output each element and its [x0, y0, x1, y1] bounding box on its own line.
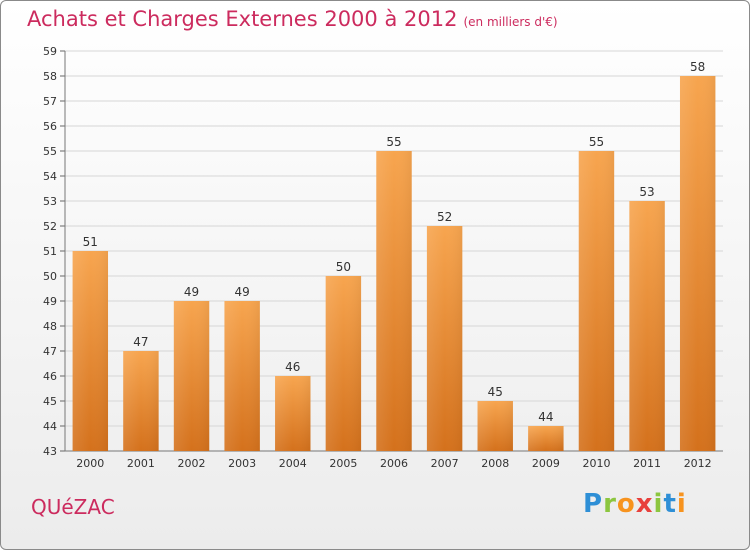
bar-shine — [477, 401, 513, 451]
x-tick-label: 2006 — [380, 457, 408, 470]
bar-value-label: 45 — [488, 385, 503, 399]
y-tick-label: 55 — [43, 145, 57, 158]
bar-shine — [173, 301, 210, 451]
x-tick-label: 2009 — [532, 457, 560, 470]
bar-shine — [123, 351, 159, 451]
y-tick-label: 56 — [43, 120, 57, 133]
bar-shine — [275, 376, 311, 451]
x-tick-label: 2008 — [481, 457, 509, 470]
bar-shine — [426, 226, 463, 451]
y-tick-label: 50 — [43, 270, 57, 283]
x-tick-label: 2001 — [127, 457, 155, 470]
bar-value-label: 53 — [639, 185, 654, 199]
bar-shine — [629, 201, 665, 451]
x-tick-label: 2011 — [633, 457, 661, 470]
y-tick-label: 49 — [43, 295, 57, 308]
x-tick-label: 2012 — [684, 457, 712, 470]
y-tick-label: 47 — [43, 345, 57, 358]
x-axis-ticks: 2000 2001 2002 2003 2004 2005 2006 2007 2008 2009… — [76, 457, 711, 470]
y-tick-label: 43 — [43, 445, 57, 458]
bar-shine — [578, 151, 615, 451]
y-tick-label: 53 — [43, 195, 57, 208]
y-tick-label: 58 — [43, 70, 57, 83]
bar-shine — [72, 251, 109, 451]
y-tick-label: 44 — [43, 420, 57, 433]
bar-shine — [325, 276, 362, 451]
chart-subtitle: (en milliers d'€) — [463, 15, 558, 29]
x-tick-label: 2010 — [582, 457, 610, 470]
bars: 51 47 49 49 46 50 55 52 45 44 55 53 58 — [72, 60, 716, 451]
bar-value-label: 52 — [437, 210, 452, 224]
bar-value-label: 47 — [133, 335, 148, 349]
y-tick-label: 54 — [43, 170, 57, 183]
bar-value-label: 49 — [184, 285, 199, 299]
y-tick-label: 52 — [43, 220, 57, 233]
proxiti-logo: Proxiti — [583, 489, 687, 519]
x-tick-label: 2004 — [279, 457, 307, 470]
bar-value-label: 49 — [235, 285, 250, 299]
x-tick-label: 2003 — [228, 457, 256, 470]
y-tick-label: 45 — [43, 395, 57, 408]
x-tick-label: 2005 — [329, 457, 357, 470]
y-tick-label: 59 — [43, 45, 57, 58]
bar-value-label: 51 — [83, 235, 98, 249]
bar-value-label: 55 — [386, 135, 401, 149]
x-tick-label: 2002 — [178, 457, 206, 470]
commune-name: QUéZAC — [31, 495, 115, 519]
chart-title: Achats et Charges Externes 2000 à 2012 (e… — [27, 7, 558, 31]
y-tick-label: 51 — [43, 245, 57, 258]
bar-shine — [224, 301, 260, 451]
bar-shine — [528, 426, 564, 451]
chart-title-text: Achats et Charges Externes 2000 à 2012 — [27, 7, 458, 31]
bar-value-label: 44 — [538, 410, 553, 424]
bar-shine — [376, 151, 412, 451]
y-tick-label: 46 — [43, 370, 57, 383]
y-tick-label: 48 — [43, 320, 57, 333]
bar-value-label: 55 — [589, 135, 604, 149]
bar-shine — [679, 76, 716, 451]
bar-value-label: 46 — [285, 360, 300, 374]
x-tick-label: 2007 — [431, 457, 459, 470]
bar-value-label: 58 — [690, 60, 705, 74]
bar-value-label: 50 — [336, 260, 351, 274]
x-tick-label: 2000 — [76, 457, 104, 470]
y-tick-label: 57 — [43, 95, 57, 108]
